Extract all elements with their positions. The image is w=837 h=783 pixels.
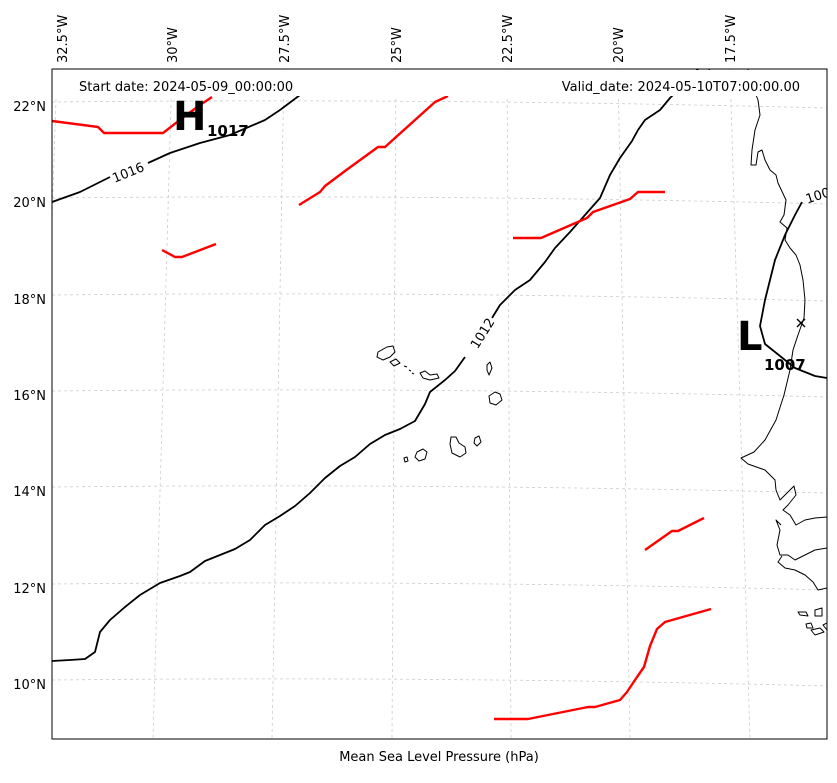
isobar-100-label: 100: [804, 185, 832, 207]
lon-label: 25°W: [390, 27, 405, 63]
cape-verde-fogo: [414, 448, 428, 462]
coastlines: [376, 69, 827, 636]
start-date-text: Start date: 2024-05-09_00:00:00: [79, 80, 293, 95]
low-pressure-marker: L: [737, 314, 763, 360]
red-line: [494, 607, 712, 721]
meridian-line: [729, 69, 751, 739]
meridian-line: [506, 69, 512, 739]
lon-label: 32.5°W: [56, 15, 71, 63]
cape-verde-sao-vicente: [389, 358, 401, 367]
valid-date-text: Valid_date: 2024-05-10T07:00:00.00: [562, 80, 800, 95]
graticule: [52, 69, 827, 739]
parallel-line: [52, 293, 827, 302]
red-line: [161, 242, 217, 259]
lat-label: 16°N: [13, 389, 46, 404]
lon-label: 22.5°W: [501, 15, 516, 63]
high-pressure-value: 1017: [207, 122, 249, 140]
lat-label: 22°N: [13, 100, 46, 115]
lon-label: 17.5°W: [724, 15, 739, 63]
cape-verde-santiago: [449, 436, 467, 458]
longitude-labels: 32.5°W 30°W 27.5°W 25°W 22.5°W 20°W 17.5…: [56, 15, 739, 63]
africa-coastline: [740, 69, 827, 591]
meridian-line: [152, 69, 173, 739]
parallel-line: [52, 389, 827, 398]
cape-verde-sao-nicolau: [419, 370, 440, 381]
lat-label: 20°N: [13, 196, 46, 211]
lat-label: 12°N: [13, 582, 46, 597]
meridian-line: [271, 69, 285, 739]
meridian-line: [391, 69, 397, 739]
low-pressure-value: 1007: [764, 356, 806, 374]
parallel-line: [52, 485, 827, 494]
header-band: [53, 70, 826, 96]
lat-label: 10°N: [13, 678, 46, 693]
meridian-line: [617, 69, 631, 739]
map-frame: [51, 68, 828, 740]
latitude-labels: 22°N 20°N 18°N 16°N 14°N 12°N 10°N: [13, 100, 46, 693]
cape-verde-santo-antao: [376, 345, 396, 361]
low-center-marker: [796, 318, 806, 328]
cape-verde-santa-luzia: [403, 365, 415, 375]
parallel-line: [52, 196, 827, 205]
red-line: [52, 96, 213, 135]
lon-label: 30°W: [166, 27, 181, 63]
cape-verde-brava: [403, 456, 409, 463]
red-lines: [52, 94, 712, 721]
red-line: [298, 94, 449, 207]
lon-label: 27.5°W: [278, 15, 293, 63]
parallel-line: [52, 678, 827, 687]
parallel-line: [52, 100, 827, 109]
isobar-1012-line: [52, 69, 699, 662]
high-pressure-marker: H: [173, 94, 206, 140]
red-line: [644, 516, 705, 551]
map-frame-background: [52, 69, 827, 739]
map-caption: Mean Sea Level Pressure (hPa): [339, 750, 539, 765]
cape-verde-maio: [473, 435, 482, 447]
cape-verde-sal: [486, 361, 493, 376]
parallel-line: [52, 582, 827, 591]
bijagos-islands: [797, 607, 827, 636]
lon-label: 20°W: [612, 27, 627, 63]
cape-verde-boa-vista: [488, 391, 503, 406]
lat-label: 18°N: [13, 293, 46, 308]
lat-label: 14°N: [13, 485, 46, 500]
red-line: [513, 190, 665, 240]
